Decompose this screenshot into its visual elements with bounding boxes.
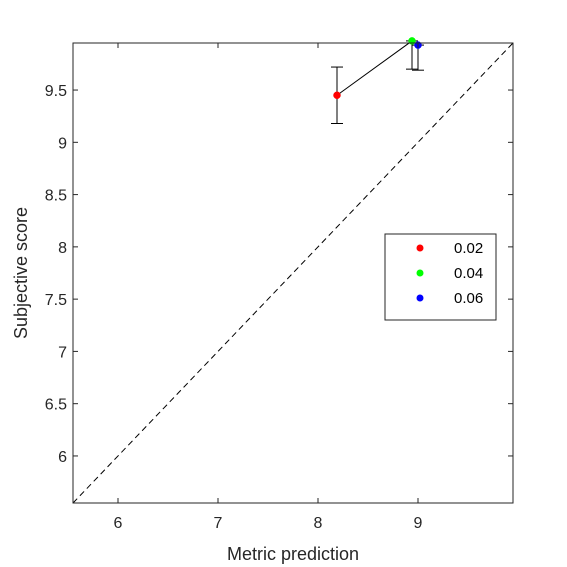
legend-label: 0.04 [454,265,483,282]
y-tick-label: 7.5 [45,292,67,309]
legend-label: 0.02 [454,240,483,257]
legend-marker [416,244,424,252]
series-layer [331,37,424,124]
y-tick-label: 8.5 [45,188,67,205]
legend: 0.02 0.04 0.06 [384,233,497,321]
x-tick-label: 6 [114,515,123,532]
legend-box [384,233,497,321]
legend-marker [416,269,424,277]
y-tick-label: 9.5 [45,83,67,100]
reference-line-layer [72,42,514,504]
x-tick-label: 8 [314,515,323,532]
y-axis-label: Subjective score [11,207,31,339]
legend-label: 0.06 [454,290,483,307]
x-axis-label: Metric prediction [227,544,359,564]
x-tick-label: 9 [414,515,423,532]
legend-marker [416,294,424,302]
ticks-layer: 6 7 8 9 6 6.5 7 7.5 8 8.5 9 9.5 [45,43,513,532]
y-tick-label: 7 [58,344,67,361]
plot-area-border [72,42,514,504]
x-tick-label: 7 [214,515,223,532]
identity-reference-line [72,42,514,504]
y-tick-label: 6 [58,449,67,466]
y-tick-label: 8 [58,240,67,257]
connecting-line [336,40,419,96]
data-point [333,91,341,100]
y-tick-label: 9 [58,135,67,152]
y-tick-label: 6.5 [45,397,67,414]
